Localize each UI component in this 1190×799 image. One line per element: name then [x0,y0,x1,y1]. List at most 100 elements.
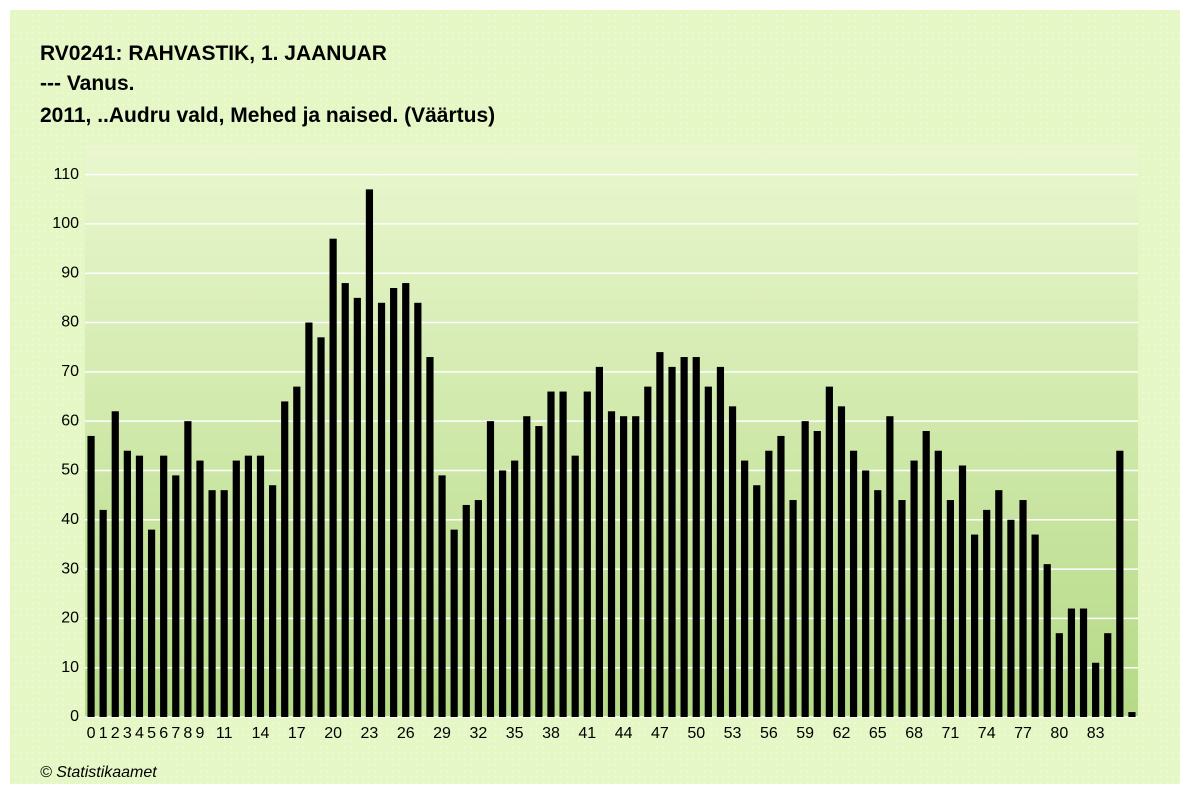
bar [692,357,700,717]
bar [741,460,749,717]
footer: © Statistikaamet [40,764,157,781]
bar [777,435,785,717]
x-tick-label: 77 [1014,725,1032,742]
x-tick-label: 44 [615,725,633,742]
y-tick-label: 20 [61,610,79,627]
x-tick-label: 26 [397,725,415,742]
bar [353,297,361,717]
bar [656,352,664,717]
bar [704,386,712,717]
x-tick-label: 80 [1050,725,1068,742]
bar [111,411,119,717]
bar [184,421,192,717]
y-tick-label: 80 [61,314,79,331]
bar [402,283,410,717]
bar [450,529,458,717]
bar [1043,564,1051,717]
x-tick-label: 53 [724,725,742,742]
bar [813,431,821,717]
bar [1128,712,1136,717]
bar [160,455,168,717]
x-tick-label: 20 [324,725,342,742]
bar [535,426,543,717]
bar [825,386,833,717]
bar [559,391,567,717]
bar [196,460,204,717]
bar [269,485,277,717]
bar [341,283,349,717]
bar [583,391,591,717]
x-tick-label: 6 [159,725,168,742]
x-tick-label: 65 [869,725,887,742]
bar [632,416,640,717]
bar [946,500,954,717]
x-tick-label: 32 [469,725,487,742]
x-tick-label: 0 [87,725,96,742]
x-tick-label: 41 [578,725,596,742]
x-tick-label: 5 [147,725,156,742]
y-tick-label: 60 [61,412,79,429]
bar [462,504,470,717]
x-tick-label: 14 [252,725,270,742]
bar [1067,608,1076,717]
bar [147,529,156,717]
y-tick-label: 10 [61,659,79,676]
bar [523,416,531,717]
bar [607,411,616,717]
x-tick-label: 38 [542,725,560,742]
x-tick-label: 17 [288,725,306,742]
x-tick-label: 74 [978,725,996,742]
bar [256,455,265,717]
bar [983,509,991,717]
bar [135,455,144,717]
bar [680,357,688,717]
chart-subtitle: 2011, ..Audru vald, Mehed ja naised. (Vä… [40,104,495,127]
bar [753,485,761,717]
bar [874,490,882,717]
x-tick-label: 1 [99,725,108,742]
bar [1092,662,1100,717]
bar [765,450,773,717]
x-tick-label: 62 [833,725,851,742]
x-tick-label: 68 [905,725,923,742]
bar [922,431,930,717]
x-tick-label: 3 [123,725,132,742]
bar [547,391,555,717]
x-tick-label: 8 [183,725,192,742]
y-tick-label: 110 [53,166,79,183]
bar [244,455,252,717]
bar [934,450,942,717]
bar [1104,633,1112,717]
bar [1007,519,1015,717]
bar [426,357,434,717]
bar [716,366,725,717]
y-tick-label: 70 [61,363,79,380]
bar [220,490,228,717]
x-tick-label: 56 [760,725,778,742]
bar [329,238,337,718]
bar [971,534,979,717]
bar [1055,633,1063,717]
bar [474,500,482,717]
bar [365,189,374,718]
y-tick-label: 30 [61,560,79,577]
bar [801,421,809,717]
bar [99,509,107,717]
y-tick-label: 0 [70,708,79,725]
bar [87,435,95,717]
bar [849,450,858,717]
bar [728,406,737,717]
bar [571,455,579,717]
y-tick-label: 50 [61,462,79,479]
bar [377,302,386,717]
x-tick-label: 59 [796,725,814,742]
x-tick-label: 7 [171,725,180,742]
x-tick-label: 11 [216,725,233,742]
bar [486,421,495,717]
bar [837,406,846,717]
x-tick-label: 35 [506,725,524,742]
bar [886,416,894,717]
bar [644,386,652,717]
x-tick-label: 9 [196,725,205,742]
